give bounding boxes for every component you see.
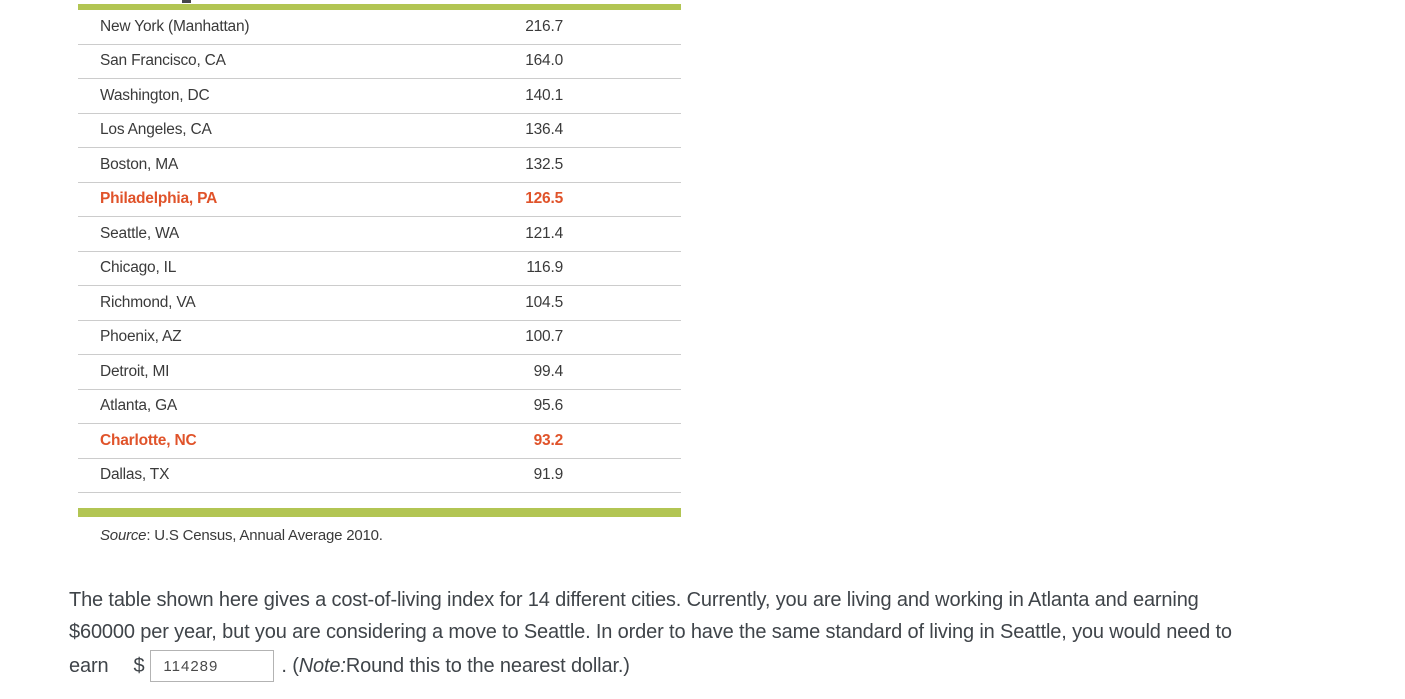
index-value-cell: 132.5	[525, 155, 563, 173]
table-row: Chicago, IL 116.9	[78, 252, 681, 286]
city-cell: Seattle, WA	[100, 224, 180, 242]
city-cell: Boston, MA	[100, 155, 179, 173]
dollar-sign: $	[133, 655, 145, 677]
index-value-cell: 140.1	[525, 86, 563, 104]
question-line-2: $60000 per year, but you are considering…	[69, 621, 1232, 643]
city-cell: San Francisco, CA	[100, 52, 226, 70]
index-value-cell: 136.4	[525, 121, 563, 139]
source-label: Source	[100, 527, 147, 544]
index-value-cell: 95.6	[533, 397, 564, 415]
cropped-title-artifact	[182, 0, 191, 3]
city-cell: Richmond, VA	[100, 293, 196, 311]
table-row: Boston, MA 132.5	[78, 148, 681, 183]
cost-of-living-table: New York (Manhattan) 216.7 San Francisco…	[78, 10, 681, 493]
table-row: Detroit, MI 99.4	[78, 355, 681, 390]
source-note: Source: U.S Census, Annual Average 2010.	[100, 527, 383, 544]
city-cell: Dallas, TX	[100, 466, 170, 484]
index-value-cell: 100.7	[525, 328, 563, 346]
table-row: Seattle, WA 121.4	[78, 217, 681, 252]
city-cell: Detroit, MI	[100, 362, 170, 380]
index-value-cell: 116.9	[526, 259, 563, 277]
question-line-3: earn $ . ( Note: Round this to the neare…	[69, 648, 1399, 684]
table-row: Charlotte, NC 93.2	[78, 424, 681, 459]
table-row: San Francisco, CA 164.0	[78, 45, 681, 79]
table-bottom-accent-bar	[78, 508, 681, 517]
note-label: Note:	[298, 655, 346, 677]
index-value-cell: 93.2	[533, 431, 564, 449]
index-value-cell: 99.4	[533, 362, 564, 380]
index-value-cell: 104.5	[525, 293, 563, 311]
table-top-accent-bar	[78, 4, 681, 10]
table-body: New York (Manhattan) 216.7 San Francisco…	[78, 10, 681, 493]
city-cell: Washington, DC	[100, 86, 210, 104]
source-text: : U.S Census, Annual Average 2010.	[146, 527, 383, 544]
table-row: Washington, DC 140.1	[78, 79, 681, 114]
answer-input[interactable]	[150, 650, 275, 682]
city-cell: Philadelphia, PA	[100, 190, 218, 208]
index-value-cell: 126.5	[525, 190, 563, 208]
index-value-cell: 91.9	[533, 466, 564, 484]
table-row: New York (Manhattan) 216.7	[78, 10, 681, 45]
table-row: Atlanta, GA 95.6	[78, 390, 681, 424]
city-cell: Atlanta, GA	[100, 397, 178, 415]
city-cell: Charlotte, NC	[100, 431, 197, 449]
question-paragraph: The table shown here gives a cost-of-liv…	[69, 584, 1399, 684]
city-cell: Phoenix, AZ	[100, 328, 182, 346]
index-value-cell: 216.7	[525, 17, 563, 35]
index-value-cell: 164.0	[525, 52, 563, 70]
index-value-cell: 121.4	[525, 224, 563, 242]
table-row: Philadelphia, PA 126.5	[78, 183, 681, 217]
question-line-1: The table shown here gives a cost-of-liv…	[69, 589, 1199, 611]
table-row: Phoenix, AZ 100.7	[78, 321, 681, 355]
city-cell: Los Angeles, CA	[100, 121, 212, 139]
note-rest-text: Round this to the nearest dollar.)	[345, 655, 630, 677]
city-cell: Chicago, IL	[100, 259, 177, 277]
table-row: Dallas, TX 91.9	[78, 459, 681, 493]
after-box-text: . (	[281, 655, 299, 677]
city-cell: New York (Manhattan)	[100, 17, 250, 35]
earn-label: earn	[69, 655, 109, 677]
table-row: Los Angeles, CA 136.4	[78, 114, 681, 148]
table-row: Richmond, VA 104.5	[78, 286, 681, 321]
